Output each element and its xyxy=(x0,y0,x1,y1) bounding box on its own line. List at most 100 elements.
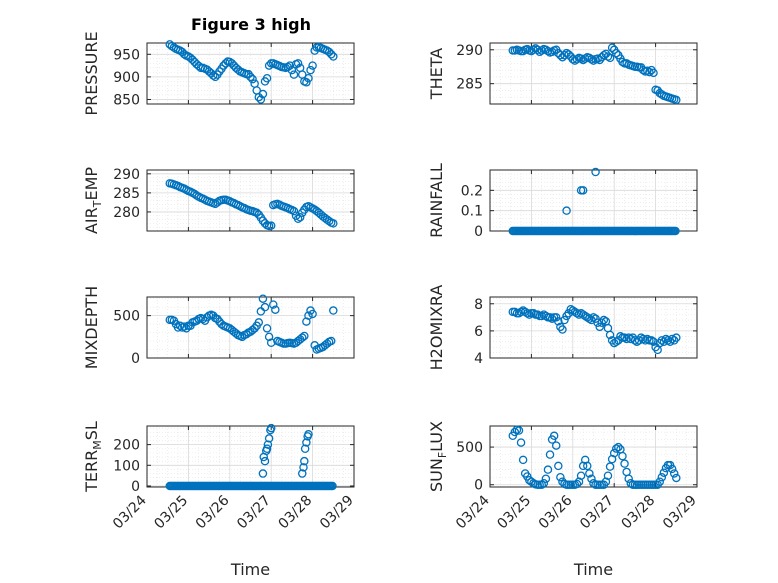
data-point xyxy=(589,478,598,488)
subplot-h2omixra: 4 6 8 H2OMIXRA xyxy=(427,285,698,370)
data-point xyxy=(300,331,309,341)
y-tick-label: 0.1 xyxy=(461,204,483,220)
data-point xyxy=(578,186,588,195)
data-point xyxy=(295,213,305,222)
data-point xyxy=(302,438,311,447)
data-point xyxy=(329,219,338,228)
data-point xyxy=(308,309,317,319)
data-point xyxy=(510,307,520,317)
label-part: AIR xyxy=(82,207,101,234)
y-tick-label: 8 xyxy=(474,297,483,313)
data-point xyxy=(612,337,621,346)
data-point xyxy=(263,440,273,449)
data-point xyxy=(591,167,600,177)
data-point xyxy=(302,78,311,87)
data-point xyxy=(591,314,600,323)
y-axis-label: PRESSURE xyxy=(82,31,101,115)
y-axis-label: TERRMSL xyxy=(82,421,104,493)
data-point xyxy=(551,441,561,450)
y-axis-label: AIRTEMP xyxy=(82,167,104,234)
y-tick-label: 0 xyxy=(131,479,140,495)
data-point xyxy=(574,310,584,319)
data-point xyxy=(545,450,555,459)
data-point xyxy=(638,334,648,344)
data-point xyxy=(537,480,547,489)
data-point xyxy=(518,455,528,465)
data-point xyxy=(289,70,299,79)
data-point xyxy=(231,329,241,338)
data-point xyxy=(560,50,569,60)
data-point xyxy=(304,73,313,83)
label-subscript: T xyxy=(91,200,104,208)
data-point xyxy=(663,336,673,345)
data-point xyxy=(607,43,617,52)
data-point xyxy=(580,54,590,63)
data-point xyxy=(180,50,189,59)
data-point xyxy=(258,89,268,99)
x-tick-label: 03/27 xyxy=(577,493,617,533)
label-part: TERR xyxy=(82,450,101,493)
data-point xyxy=(297,469,307,478)
data-point xyxy=(208,71,218,80)
data-point xyxy=(647,336,656,345)
x-tick-label: 03/29 xyxy=(660,493,700,533)
data-point xyxy=(258,216,268,225)
data-point xyxy=(657,472,667,482)
x-axis-label: Time xyxy=(230,560,270,579)
y-tick-label: 6 xyxy=(474,324,483,340)
data-point xyxy=(612,444,621,453)
data-point xyxy=(302,317,311,326)
data-point xyxy=(568,55,578,64)
data-point xyxy=(605,462,615,471)
data-point xyxy=(250,324,259,333)
data-point xyxy=(258,469,268,478)
data-point xyxy=(541,474,551,483)
x-tick-label: 03/28 xyxy=(619,493,659,533)
data-point xyxy=(551,313,561,322)
label-part: LUX xyxy=(427,421,446,452)
x-tick-label: 03/25 xyxy=(494,493,534,533)
data-point xyxy=(655,477,664,486)
x-axis-label: Time xyxy=(573,560,613,579)
data-point xyxy=(242,330,251,339)
x-tick-label: 03/27 xyxy=(234,493,274,533)
label-part: EMP xyxy=(82,167,101,201)
data-point xyxy=(173,323,183,332)
data-point xyxy=(329,52,338,61)
data-point xyxy=(237,332,247,342)
data-point xyxy=(620,333,629,342)
data-point xyxy=(271,305,280,314)
data-point xyxy=(322,339,332,348)
data-point xyxy=(211,72,220,82)
data-point xyxy=(248,74,257,84)
data-point xyxy=(533,310,542,319)
data-point xyxy=(605,53,615,63)
data-point xyxy=(609,448,619,458)
data-point xyxy=(622,334,631,344)
y-tick-label: 285 xyxy=(456,77,483,93)
data-point xyxy=(587,55,596,64)
data-point xyxy=(572,55,582,64)
data-point xyxy=(264,61,274,70)
data-point xyxy=(543,46,553,56)
data-point xyxy=(560,315,569,325)
data-point xyxy=(603,52,613,61)
data-point xyxy=(671,226,680,236)
y-tick-label: 290 xyxy=(113,167,140,183)
subplot-grid: 850 900 950 PRESSURE 285 290 THETA 280 285 290 AIR… xyxy=(82,31,700,579)
data-point xyxy=(624,474,633,483)
data-point xyxy=(547,47,557,57)
data-point xyxy=(583,461,592,471)
data-point xyxy=(595,322,604,332)
y-axis-label: THETA xyxy=(427,48,446,100)
x-tick-label: 03/25 xyxy=(151,493,191,533)
data-point xyxy=(626,478,636,488)
data-point xyxy=(293,59,303,68)
data-point xyxy=(558,325,567,334)
data-point xyxy=(589,313,598,322)
data-point xyxy=(256,95,266,104)
data-point xyxy=(262,73,272,83)
y-tick-label: 0 xyxy=(474,478,483,494)
axes-frame xyxy=(146,296,355,359)
